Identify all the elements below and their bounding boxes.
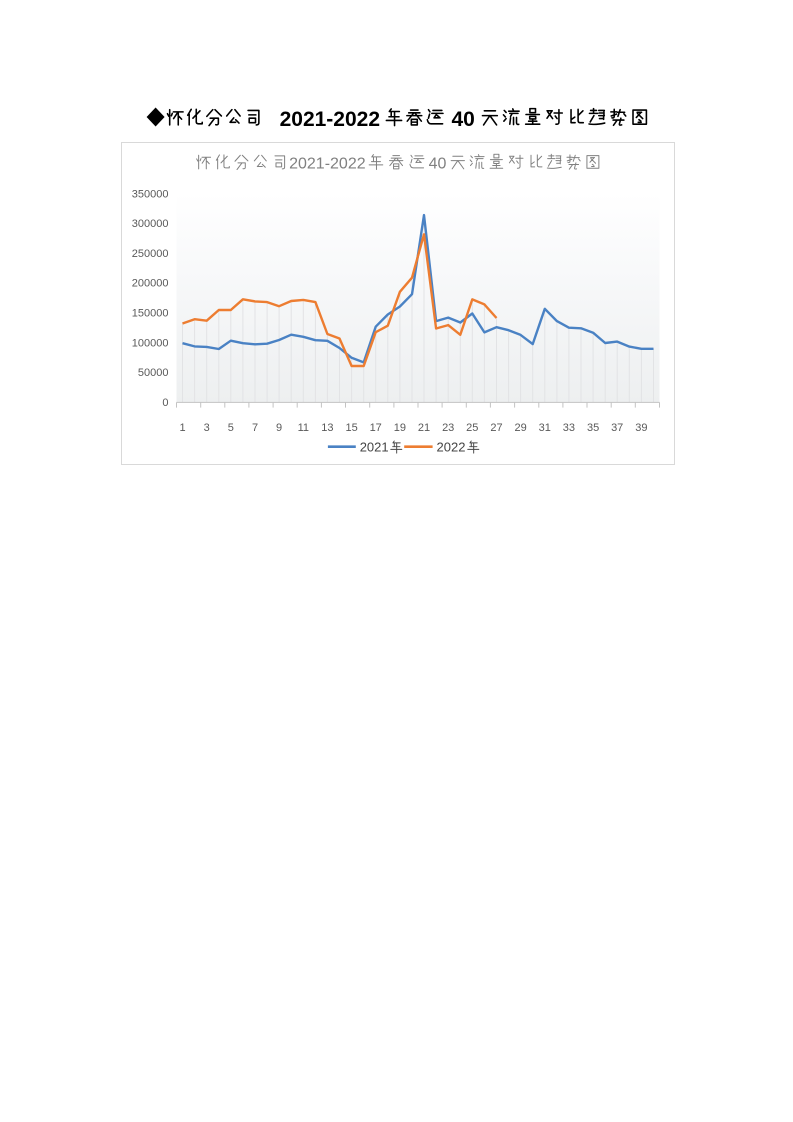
svg-text:37: 37	[611, 422, 623, 434]
svg-text:19: 19	[394, 422, 406, 434]
svg-text:5: 5	[228, 422, 234, 434]
svg-text:2021: 2021	[360, 440, 389, 455]
svg-text:15: 15	[345, 422, 357, 434]
svg-text:39: 39	[635, 422, 647, 434]
svg-text:29: 29	[514, 422, 526, 434]
svg-text:23: 23	[442, 422, 454, 434]
svg-text:50000: 50000	[138, 367, 169, 379]
svg-text:350000: 350000	[132, 188, 169, 200]
svg-text:21: 21	[418, 422, 430, 434]
svg-text:3: 3	[204, 422, 210, 434]
svg-text:13: 13	[321, 422, 333, 434]
svg-text:2021-2022: 2021-2022	[289, 155, 366, 172]
svg-text:250000: 250000	[132, 248, 169, 260]
svg-text:200000: 200000	[132, 278, 169, 290]
svg-text:2022: 2022	[437, 440, 466, 455]
svg-text:100000: 100000	[132, 337, 169, 349]
svg-text:40: 40	[429, 155, 447, 172]
svg-text:33: 33	[563, 422, 575, 434]
svg-text:7: 7	[252, 422, 258, 434]
svg-text:300000: 300000	[132, 218, 169, 230]
svg-text:25: 25	[466, 422, 478, 434]
svg-text:17: 17	[370, 422, 382, 434]
svg-text:0: 0	[162, 397, 168, 409]
svg-text:35: 35	[587, 422, 599, 434]
svg-text:31: 31	[539, 422, 551, 434]
svg-text:2021-2022: 2021-2022	[280, 108, 380, 131]
svg-text:150000: 150000	[132, 308, 169, 320]
svg-text:27: 27	[490, 422, 502, 434]
svg-text:40: 40	[452, 108, 475, 131]
svg-text:11: 11	[298, 422, 309, 434]
svg-text:9: 9	[276, 422, 282, 434]
svg-text:1: 1	[179, 422, 185, 434]
